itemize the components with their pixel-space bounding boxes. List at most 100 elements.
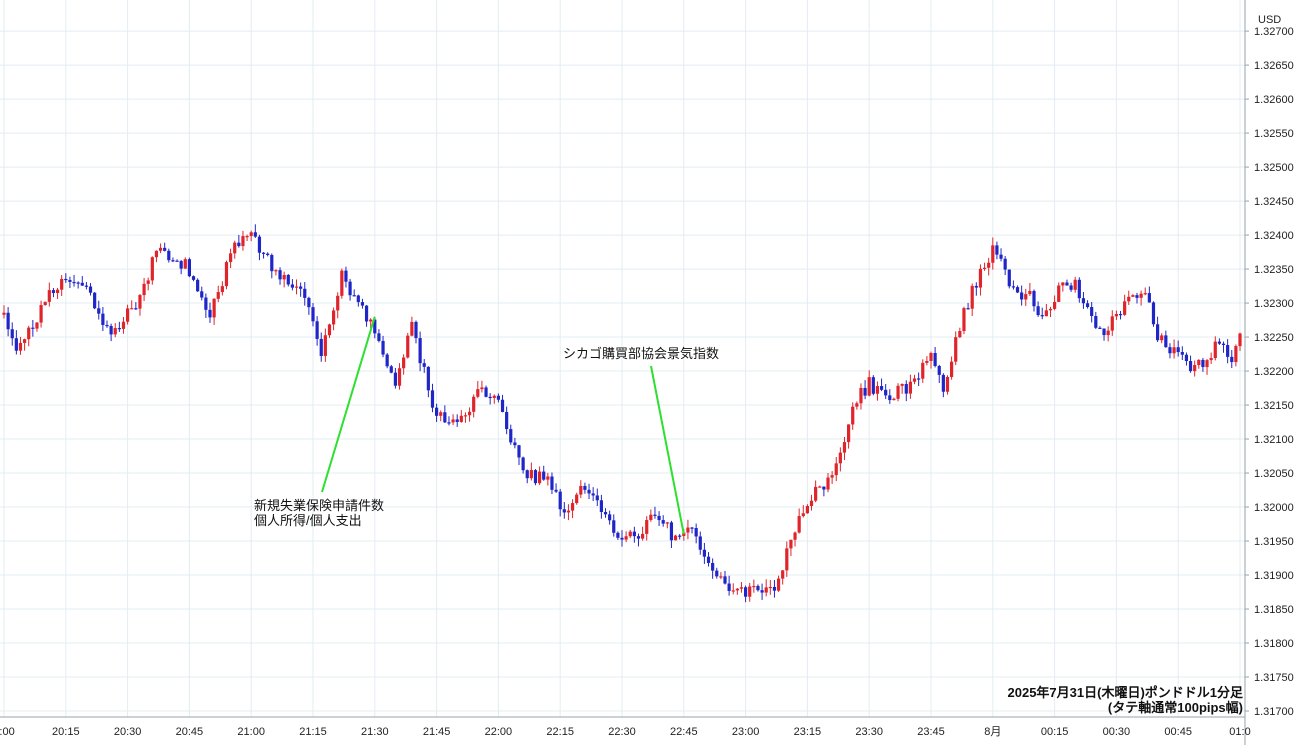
candle-body bbox=[678, 535, 682, 537]
price-axis[interactable]: 1.32700 1.32650 1.32600 1.32550 1.32500 1.324… bbox=[1245, 26, 1294, 718]
candle-body bbox=[93, 292, 97, 309]
candle-body bbox=[426, 366, 430, 391]
time-axis[interactable]: 0:00 20:15 20:30 20:45 21:00 21:15 21:30 21:45 2… bbox=[0, 726, 1251, 738]
x-tick-label: 21:00 bbox=[237, 726, 265, 738]
candle-body bbox=[381, 340, 385, 355]
candle-body bbox=[1127, 296, 1131, 302]
y-tick-label: 1.32550 bbox=[1254, 128, 1294, 140]
candle-body bbox=[1040, 315, 1044, 317]
candle-body bbox=[735, 588, 739, 591]
candle-body bbox=[929, 353, 933, 361]
candle-body bbox=[715, 570, 719, 577]
candle-body bbox=[101, 313, 105, 325]
candle-body bbox=[418, 338, 422, 364]
candle-body bbox=[266, 253, 270, 256]
candles bbox=[2, 224, 1242, 603]
candle-body bbox=[1065, 282, 1069, 286]
candle-body bbox=[1032, 290, 1036, 307]
candle-body bbox=[253, 232, 257, 237]
candle-body bbox=[204, 297, 208, 310]
x-tick-label: 0:00 bbox=[0, 726, 15, 738]
candle-body bbox=[1131, 295, 1135, 297]
candle-body bbox=[142, 283, 146, 296]
candle-body bbox=[422, 363, 426, 367]
candle-body bbox=[364, 305, 369, 322]
candle-body bbox=[533, 470, 538, 484]
annotation-leader-line bbox=[321, 316, 376, 493]
candle-body bbox=[711, 562, 715, 571]
candle-body bbox=[1024, 294, 1028, 300]
candle-body bbox=[1230, 356, 1234, 363]
candle-body bbox=[23, 339, 27, 343]
candle-body bbox=[608, 514, 612, 521]
candle-body bbox=[171, 260, 175, 262]
candle-body bbox=[60, 278, 64, 290]
candle-body bbox=[538, 471, 542, 484]
y-tick-label: 1.32500 bbox=[1254, 162, 1294, 174]
candle-body bbox=[1098, 327, 1102, 329]
candle-body bbox=[509, 429, 513, 443]
candle-body bbox=[113, 328, 117, 335]
y-tick-label: 1.31800 bbox=[1254, 638, 1294, 650]
x-tick-label: 00:45 bbox=[1164, 726, 1192, 738]
y-tick-label: 1.31750 bbox=[1254, 672, 1294, 684]
y-tick-label: 1.32100 bbox=[1254, 434, 1294, 446]
candle-body bbox=[1044, 310, 1048, 317]
candle-body bbox=[484, 387, 488, 397]
candle-body bbox=[1139, 293, 1143, 298]
candle-body bbox=[624, 536, 628, 540]
candle-body bbox=[912, 378, 917, 382]
candle-body bbox=[196, 279, 200, 292]
candle-body bbox=[1160, 335, 1164, 341]
candle-body bbox=[851, 406, 855, 425]
candle-body bbox=[785, 548, 789, 571]
candle-body bbox=[982, 267, 987, 269]
y-tick-label: 1.31950 bbox=[1254, 536, 1294, 548]
candle-body bbox=[134, 308, 138, 310]
annotation-leader-line bbox=[650, 365, 685, 535]
candle-body bbox=[694, 528, 698, 537]
candle-body bbox=[286, 274, 290, 285]
y-tick-label: 1.32400 bbox=[1254, 230, 1294, 242]
candle-body bbox=[764, 587, 768, 593]
candle-body bbox=[307, 297, 311, 308]
candle-body bbox=[945, 376, 950, 392]
candle-body bbox=[348, 281, 352, 296]
candle-body bbox=[64, 278, 68, 281]
candle-body bbox=[900, 384, 904, 386]
candle-body bbox=[1238, 333, 1242, 347]
candle-body bbox=[933, 353, 937, 366]
candle-body bbox=[871, 377, 875, 394]
x-tick-label: 20:15 bbox=[52, 726, 80, 738]
x-tick-label: 22:45 bbox=[670, 726, 698, 738]
candle-body bbox=[546, 476, 550, 480]
candle-body bbox=[756, 585, 760, 591]
candle-body bbox=[488, 396, 492, 399]
candle-body bbox=[1118, 314, 1123, 316]
candle-body bbox=[1053, 301, 1057, 309]
candle-body bbox=[336, 295, 340, 311]
candle-body bbox=[117, 328, 121, 330]
candle-body bbox=[27, 327, 31, 340]
candle-body bbox=[748, 586, 752, 597]
candle-body bbox=[995, 245, 999, 255]
candle-body bbox=[612, 520, 616, 533]
candle-body bbox=[954, 337, 958, 362]
candle-body bbox=[406, 335, 410, 358]
candle-body bbox=[237, 242, 241, 247]
candle-body bbox=[480, 387, 484, 390]
candle-body bbox=[505, 411, 509, 430]
candle-body bbox=[888, 395, 892, 401]
candle-body bbox=[884, 389, 888, 396]
candle-body bbox=[179, 261, 183, 269]
candle-body bbox=[1048, 308, 1053, 311]
candle-body bbox=[950, 361, 954, 377]
candle-body bbox=[731, 590, 735, 592]
x-tick-label: 20:45 bbox=[176, 726, 204, 738]
candle-body bbox=[410, 321, 414, 336]
candle-body bbox=[529, 470, 533, 479]
chart-info: 2025年7月31日(木曜日)ポンドドル1分足 (タテ軸通常100pips幅) bbox=[1008, 685, 1244, 715]
candle-body bbox=[274, 270, 278, 272]
y-tick-label: 1.32250 bbox=[1254, 332, 1294, 344]
